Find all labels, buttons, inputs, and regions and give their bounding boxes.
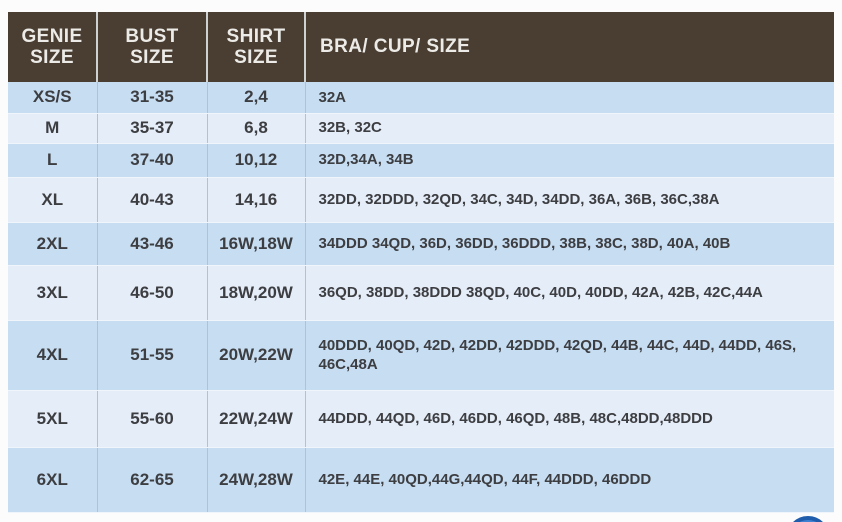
bra-cup-size-cell: 32A [305,82,834,114]
header-bra-cup-size-label: BRA/ CUP/ SIZE [320,36,471,58]
header-bust-size: BUST SIZE [96,12,207,82]
header-genie-size-line1: GENIE [21,25,83,47]
genie-size-cell: XL [8,177,98,223]
bra-cup-size-cell: 44DDD, 44QD, 46D, 46DD, 46QD, 48B, 48C,4… [305,390,834,448]
genie-size-cell: 6XL [8,447,98,513]
shirt-size-cell: 2,4 [207,82,306,114]
bust-size-cell: 35-37 [97,113,208,144]
genie-size-cell: 2XL [8,222,98,266]
bust-size-cell: 31-35 [97,82,208,114]
shirt-size-cell: 18W,20W [207,265,306,321]
genie-size-cell: 5XL [8,390,98,448]
table-row: M 35-37 6,8 32B, 32C [8,113,834,144]
table-row: L 37-40 10,12 32D,34A, 34B [8,143,834,178]
blue-circle-decoration [786,516,830,522]
table-row: 2XL 43-46 16W,18W 34DDD 34QD, 36D, 36DD,… [8,222,834,266]
bra-cup-size-cell: 34DDD 34QD, 36D, 36DD, 36DDD, 38B, 38C, … [305,222,834,266]
bra-cup-size-cell: 36QD, 38DD, 38DDD 38QD, 40C, 40D, 40DD, … [305,265,834,321]
shirt-size-cell: 20W,22W [207,320,306,391]
shirt-size-cell: 16W,18W [207,222,306,266]
genie-size-cell: 3XL [8,265,98,321]
table-row: 4XL 51-55 20W,22W 40DDD, 40QD, 42D, 42DD… [8,320,834,391]
bust-size-cell: 46-50 [97,265,208,321]
shirt-size-cell: 10,12 [207,143,306,178]
bust-size-cell: 51-55 [97,320,208,391]
shirt-size-cell: 14,16 [207,177,306,223]
header-genie-size-line2: SIZE [30,47,74,68]
bra-cup-size-cell: 32DD, 32DDD, 32QD, 34C, 34D, 34DD, 36A, … [305,177,834,223]
header-shirt-size-line1: SHIRT [226,25,286,47]
table-row: 6XL 62-65 24W,28W 42E, 44E, 40QD,44G,44Q… [8,447,834,513]
bust-size-cell: 40-43 [97,177,208,223]
shirt-size-cell: 22W,24W [207,390,306,448]
table-row: XS/S 31-35 2,4 32A [8,82,834,114]
table-header-row: GENIE SIZE BUST SIZE SHIRT SIZE BRA/ CUP… [8,12,834,82]
genie-size-cell: 4XL [8,320,98,391]
table-row: 3XL 46-50 18W,20W 36QD, 38DD, 38DDD 38QD… [8,265,834,321]
genie-size-cell: XS/S [8,82,98,114]
header-shirt-size: SHIRT SIZE [206,12,305,82]
bust-size-cell: 37-40 [97,143,208,178]
shirt-size-cell: 24W,28W [207,447,306,513]
bust-size-cell: 55-60 [97,390,208,448]
bust-size-cell: 43-46 [97,222,208,266]
genie-size-cell: L [8,143,98,178]
header-shirt-size-line2: SIZE [234,47,278,68]
header-bust-size-line2: SIZE [130,47,174,68]
shirt-size-cell: 6,8 [207,113,306,144]
size-chart-table: GENIE SIZE BUST SIZE SHIRT SIZE BRA/ CUP… [8,12,834,513]
bra-cup-size-cell: 40DDD, 40QD, 42D, 42DD, 42DDD, 42QD, 44B… [305,320,834,391]
table-row: 5XL 55-60 22W,24W 44DDD, 44QD, 46D, 46DD… [8,390,834,448]
genie-size-cell: M [8,113,98,144]
bra-cup-size-cell: 32B, 32C [305,113,834,144]
bra-cup-size-cell: 32D,34A, 34B [305,143,834,178]
bra-cup-size-cell: 42E, 44E, 40QD,44G,44QD, 44F, 44DDD, 46D… [305,447,834,513]
bust-size-cell: 62-65 [97,447,208,513]
table-row: XL 40-43 14,16 32DD, 32DDD, 32QD, 34C, 3… [8,177,834,223]
header-genie-size: GENIE SIZE [8,12,97,82]
header-bra-cup-size: BRA/ CUP/ SIZE [304,12,834,82]
header-bust-size-line1: BUST [125,25,179,47]
